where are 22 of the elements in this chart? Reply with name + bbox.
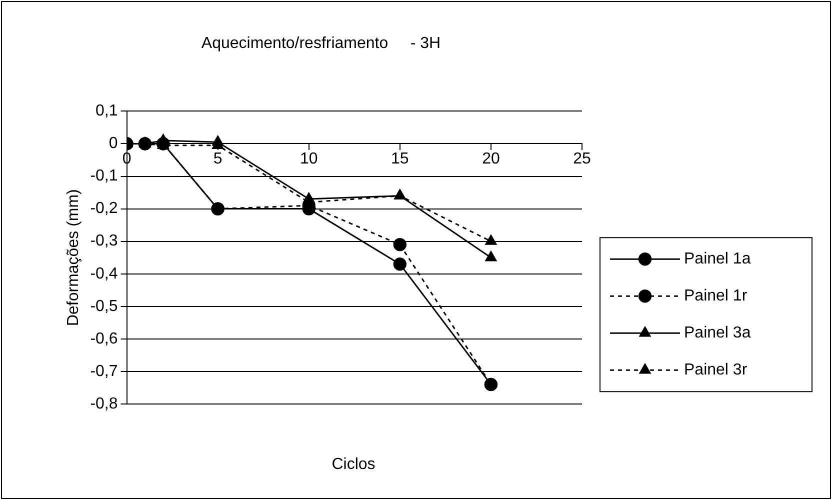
x-tick-label: 20 [482, 150, 500, 168]
x-tick-label: 5 [213, 150, 222, 168]
legend-label: Painel 1a [684, 250, 751, 268]
y-tick-label: -0,1 [90, 168, 118, 185]
legend-label: Painel 1r [684, 288, 748, 305]
y-tick-label: -0,3 [90, 232, 118, 250]
x-tick-label: 10 [300, 150, 318, 168]
y-tick-label: -0,8 [90, 395, 118, 412]
y-tick-label: 0,1 [96, 102, 118, 120]
x-axis-title: Ciclos [330, 456, 376, 474]
y-tick-label: -0,5 [90, 298, 118, 315]
y-tick-label: 0 [108, 135, 118, 152]
x-tick-label: 25 [573, 150, 591, 168]
legend-label: Painel 3a [684, 324, 751, 342]
legend-label: Painel 3r [684, 362, 748, 379]
chart-title: Aquecimento/resfriamento - 3H [201, 35, 441, 52]
y-axis-title: Deformações (mm) [65, 189, 82, 326]
x-tick-label: 15 [391, 150, 409, 168]
y-tick-label: -0,4 [90, 265, 118, 282]
y-tick-label: -0,6 [90, 330, 118, 348]
y-tick-label: -0,2 [90, 200, 118, 218]
y-tick-label: -0,7 [90, 362, 118, 380]
